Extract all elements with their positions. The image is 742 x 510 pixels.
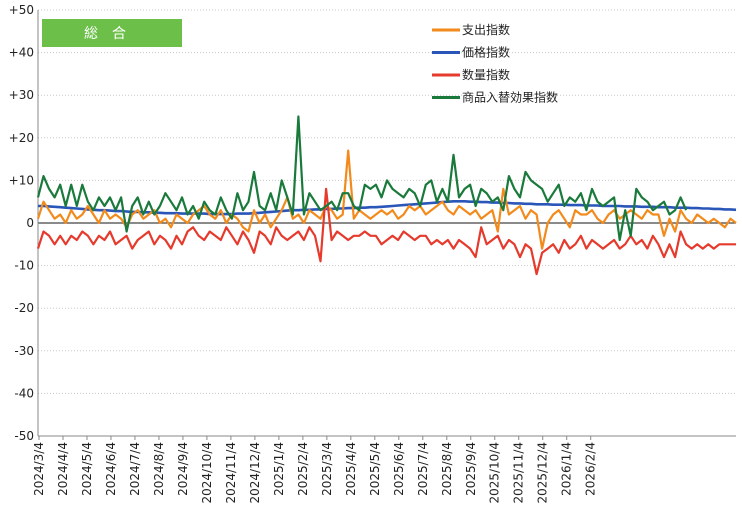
series-line-3 xyxy=(36,115,688,242)
badge-text: 総合 xyxy=(84,26,140,42)
chart-badge: 総合 xyxy=(42,19,182,47)
x-tick-label: 2024/8/4 xyxy=(152,442,166,496)
legend-entry: 商品入替効果指数 xyxy=(462,90,558,105)
x-tick-label: 2025/2/4 xyxy=(296,442,310,496)
x-tick-label: 2024/3/4 xyxy=(32,442,46,496)
grid-lines xyxy=(37,9,736,437)
x-tick-label: 2026/1/4 xyxy=(560,442,574,496)
y-tick-label: -10 xyxy=(14,259,34,273)
y-tick-label: -50 xyxy=(14,429,34,443)
series-layer xyxy=(36,115,737,276)
x-tick-label: 2024/10/4 xyxy=(200,442,214,504)
series-line-0 xyxy=(36,149,737,250)
y-tick-label: +20 xyxy=(9,131,34,145)
x-tick-label: 2024/11/4 xyxy=(224,442,238,504)
x-tick-label: 2024/12/4 xyxy=(248,442,262,504)
y-tick-label: +30 xyxy=(9,88,34,102)
x-tick-label: 2025/1/4 xyxy=(272,442,286,496)
x-tick-label: 2025/11/4 xyxy=(512,442,526,504)
x-tick-label: 2024/4/4 xyxy=(56,442,70,496)
badge-background xyxy=(42,19,182,47)
x-tick-label: 2025/9/4 xyxy=(464,442,478,496)
x-tick-label: 2025/4/4 xyxy=(344,442,358,496)
legend-entry: 価格指数 xyxy=(462,45,510,60)
x-tick-label: 2025/8/4 xyxy=(440,442,454,496)
y-tick-label: +50 xyxy=(9,3,34,17)
x-tick-label: 2024/9/4 xyxy=(176,442,190,496)
x-axis-ticks: 2024/3/4 2024/4/4 2024/5/4 2024/6/4 2024/7/4… xyxy=(32,436,598,504)
y-axis-ticks: -50 -40 -30 -20 -10 0 +10 +20 +30 +40 +50 xyxy=(9,3,34,443)
y-tick-label: 0 xyxy=(26,216,34,230)
y-tick-label: -20 xyxy=(14,301,34,315)
x-tick-label: 2024/6/4 xyxy=(104,442,118,496)
x-tick-label: 2026/2/4 xyxy=(584,442,598,496)
x-tick-label: 2025/12/4 xyxy=(536,442,550,504)
x-tick-label: 2025/5/4 xyxy=(368,442,382,496)
x-tick-label: 2025/6/4 xyxy=(392,442,406,496)
y-tick-label: +40 xyxy=(9,46,34,60)
y-tick-label: -40 xyxy=(14,386,34,400)
series-line-2 xyxy=(36,187,736,276)
x-tick-label: 2024/7/4 xyxy=(128,442,142,496)
x-tick-label: 2025/10/4 xyxy=(488,442,502,504)
legend-entry: 数量指数 xyxy=(462,67,510,82)
y-tick-label: -30 xyxy=(14,344,34,358)
x-tick-label: 2025/7/4 xyxy=(416,442,430,496)
x-tick-label: 2024/5/4 xyxy=(80,442,94,496)
y-tick-label: +10 xyxy=(9,173,34,187)
legend-entry: 支出指数 xyxy=(462,22,510,37)
x-tick-label: 2025/3/4 xyxy=(320,442,334,496)
